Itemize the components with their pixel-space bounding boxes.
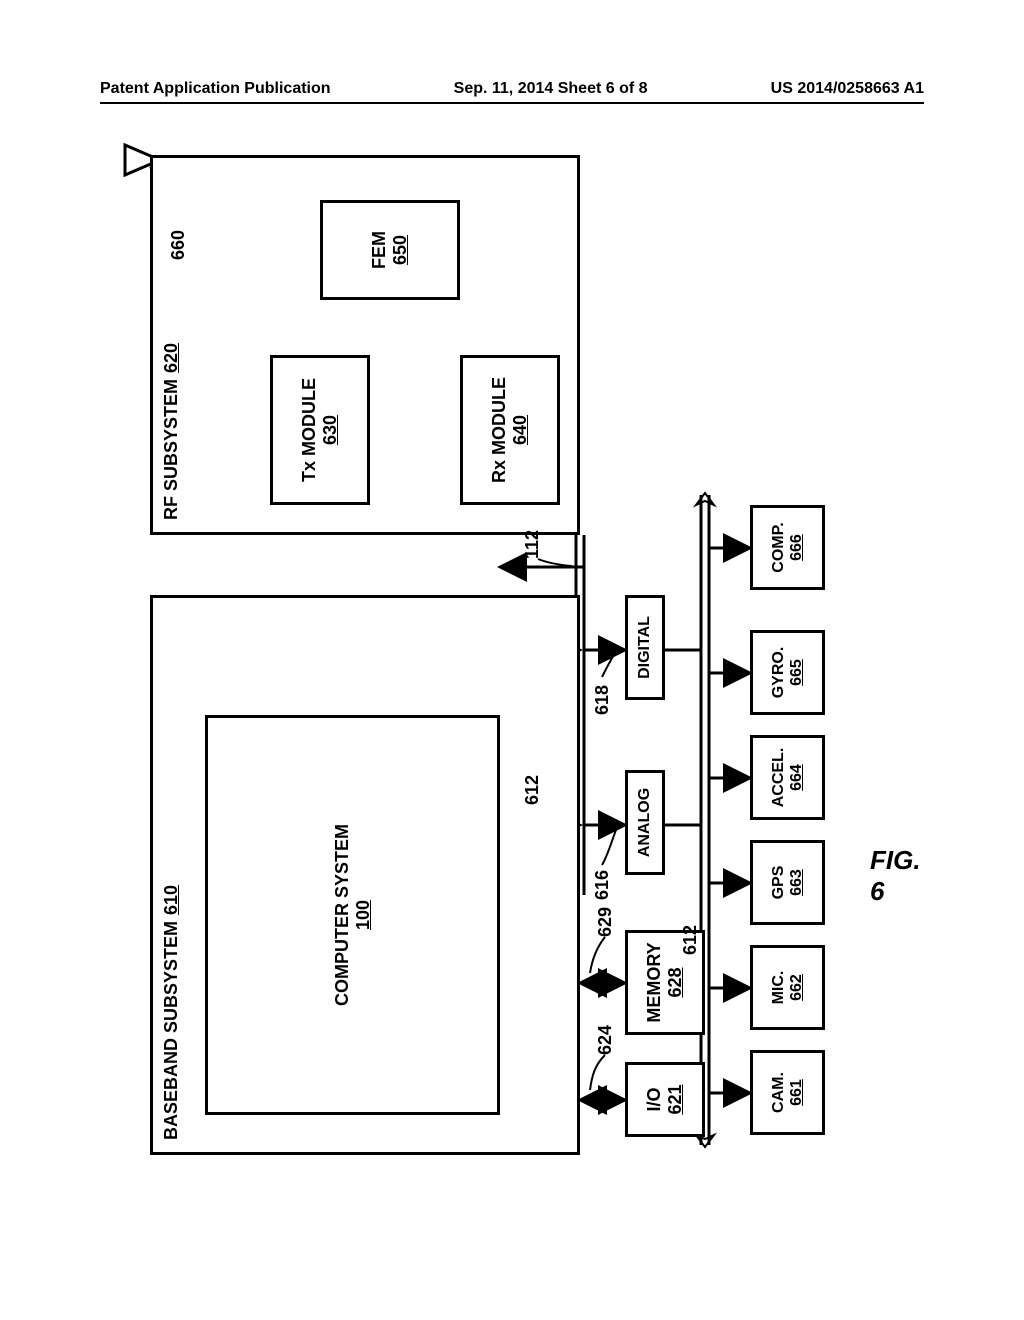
memory-ref: 628 xyxy=(665,967,686,997)
label-629: 629 xyxy=(595,907,616,937)
cam-title: CAM. xyxy=(770,1072,788,1113)
mic-title: MIC. xyxy=(770,971,788,1005)
fem-ref: 650 xyxy=(390,235,411,265)
mic-box: MIC. 662 xyxy=(750,945,825,1030)
label-616: 616 xyxy=(592,870,613,900)
computer-system-box: COMPUTER SYSTEM 100 xyxy=(205,715,500,1115)
label-112: 112 xyxy=(522,530,543,559)
mic-ref: 662 xyxy=(788,974,806,1001)
label-618: 618 xyxy=(592,685,613,715)
computer-ref: 100 xyxy=(353,900,374,930)
cam-box: CAM. 661 xyxy=(750,1050,825,1135)
accel-title: ACCEL. xyxy=(770,748,788,808)
rx-ref: 640 xyxy=(510,415,531,445)
gyro-ref: 665 xyxy=(788,659,806,686)
accel-ref: 664 xyxy=(788,764,806,791)
gyro-box: GYRO. 665 xyxy=(750,630,825,715)
figure-caption: FIG. 6 xyxy=(870,845,921,907)
tx-title: Tx MODULE xyxy=(299,378,320,482)
gps-title: GPS xyxy=(770,866,788,900)
baseband-ref: 610 xyxy=(161,885,182,915)
memory-title: MEMORY xyxy=(644,942,665,1022)
header-right: US 2014/0258663 A1 xyxy=(771,80,924,98)
tx-module-box: Tx MODULE 630 xyxy=(270,355,370,505)
digital-title: DIGITAL xyxy=(636,616,654,679)
gyro-title: GYRO. xyxy=(770,647,788,699)
label-624: 624 xyxy=(595,1025,616,1055)
io-box: I/O 621 xyxy=(625,1062,705,1137)
rf-ref: 620 xyxy=(161,343,182,373)
io-title: I/O xyxy=(644,1088,665,1112)
rx-module-box: Rx MODULE 640 xyxy=(460,355,560,505)
comp-title: COMP. xyxy=(770,522,788,572)
label-612b: 612 xyxy=(680,925,701,955)
digital-box: DIGITAL xyxy=(625,595,665,700)
rf-title: RF SUBSYSTEM xyxy=(161,379,182,520)
label-612a: 612 xyxy=(522,775,543,805)
page-header: Patent Application Publication Sep. 11, … xyxy=(100,80,924,104)
gps-ref: 663 xyxy=(788,869,806,896)
rx-title: Rx MODULE xyxy=(489,377,510,483)
comp-box: COMP. 666 xyxy=(750,505,825,590)
header-left: Patent Application Publication xyxy=(100,80,331,98)
analog-title: ANALOG xyxy=(636,788,654,857)
gps-box: GPS 663 xyxy=(750,840,825,925)
comp-ref: 666 xyxy=(788,534,806,561)
header-center: Sep. 11, 2014 Sheet 6 of 8 xyxy=(454,80,648,98)
fem-box: FEM 650 xyxy=(320,200,460,300)
label-660: 660 xyxy=(168,230,189,260)
computer-title: COMPUTER SYSTEM xyxy=(332,824,353,1006)
accel-box: ACCEL. 664 xyxy=(750,735,825,820)
baseband-title: BASEBAND SUBSYSTEM xyxy=(161,921,182,1140)
cam-ref: 661 xyxy=(788,1079,806,1106)
analog-box: ANALOG xyxy=(625,770,665,875)
tx-ref: 630 xyxy=(320,415,341,445)
fem-title: FEM xyxy=(369,231,390,269)
diagram: BASEBAND SUBSYSTEM 610 COMPUTER SYSTEM 1… xyxy=(150,145,850,1155)
io-ref: 621 xyxy=(665,1084,686,1114)
